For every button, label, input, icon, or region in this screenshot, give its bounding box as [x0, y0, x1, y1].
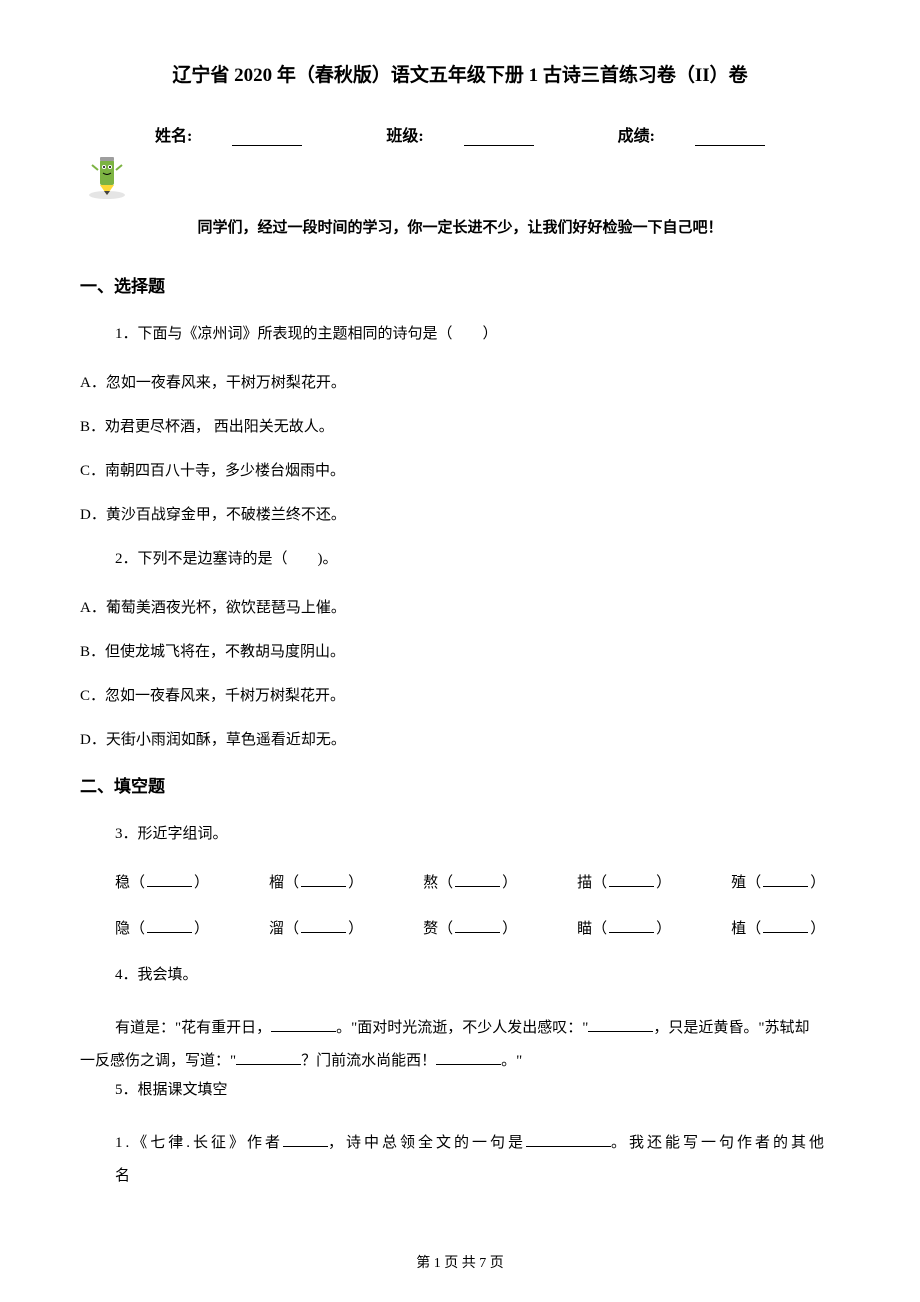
q1-option-a: A．忽如一夜春风来，干树万树梨花开。: [80, 371, 840, 395]
q3-row2: 隐（） 溜（） 赘（） 瞄（） 植（）: [115, 917, 840, 938]
q4-p4: ？门前流水尚能西！: [301, 1053, 436, 1069]
page-footer: 第 1 页 共 7 页: [0, 1252, 920, 1272]
q2-option-b: B．但使龙城飞将在，不教胡马度阴山。: [80, 640, 840, 664]
q3-row1: 稳（） 榴（） 熬（） 描（） 殖（）: [115, 871, 840, 892]
q3-r1-c2: 榴: [269, 871, 284, 892]
q2-option-c: C．忽如一夜春风来，千树万树梨花开。: [80, 684, 840, 708]
q1-prompt: 1．下面与《凉州词》所表现的主题相同的诗句是（ ）: [115, 322, 840, 346]
q2-option-d: D．天街小雨润如酥，草色遥看近却无。: [80, 728, 840, 752]
q3-prompt: 3．形近字组词。: [115, 822, 840, 846]
name-field: 姓名:: [135, 128, 322, 145]
q3-r1-c3: 熬: [423, 871, 438, 892]
q4-p2: 。"面对时光流逝，不少人发出感叹：": [336, 1020, 588, 1036]
q4-p3b: 一反感伤之调，写道：": [80, 1053, 236, 1069]
q4-text: 有道是："花有重开日， 。"面对时光流逝，不少人发出感叹：" ，只是近黄昏。"苏轼却…: [80, 1012, 840, 1078]
q4-prompt: 4．我会填。: [115, 963, 840, 987]
q5-p1: 1.《七律.长征》作者: [115, 1135, 283, 1151]
q2-prompt: 2．下列不是边塞诗的是（ )。: [115, 547, 840, 571]
score-field: 成绩:: [598, 128, 785, 145]
section-2-header: 二、填空题: [80, 772, 840, 797]
q1-option-c: C．南朝四百八十寺，多少楼台烟雨中。: [80, 459, 840, 483]
student-info-row: 姓名: 班级: 成绩:: [80, 122, 840, 146]
q3-r2-c2: 溜: [269, 917, 284, 938]
q3-r2-c5: 植: [731, 917, 746, 938]
q3-r2-c1: 隐: [115, 917, 130, 938]
q3-r1-c5: 殖: [731, 871, 746, 892]
class-field: 班级:: [366, 128, 553, 145]
q4-p1: 有道是："花有重开日，: [115, 1020, 271, 1036]
q5-text: 1.《七律.长征》作者，诗中总领全文的一句是。我还能写一句作者的其他名: [115, 1127, 840, 1193]
q2-option-a: A．葡萄美酒夜光杯，欲饮琵琶马上催。: [80, 596, 840, 620]
q4-p5: 。": [501, 1053, 522, 1069]
q3-r2-c3: 赘: [423, 917, 438, 938]
q3-r1-c1: 稳: [115, 871, 130, 892]
q1-option-d: D．黄沙百战穿金甲，不破楼兰终不还。: [80, 503, 840, 527]
q4-p3: ，只是近黄昏。"苏轼却: [653, 1020, 809, 1036]
q3-r1-c4: 描: [577, 871, 592, 892]
encouragement-text: 同学们，经过一段时间的学习，你一定长进不少，让我们好好检验一下自己吧！: [80, 216, 840, 237]
section-1-header: 一、选择题: [80, 272, 840, 297]
q5-prompt: 5．根据课文填空: [115, 1078, 840, 1102]
q1-option-b: B．劝君更尽杯酒， 西出阳关无故人。: [80, 415, 840, 439]
q3-r2-c4: 瞄: [577, 917, 592, 938]
q5-p2: ，诗中总领全文的一句是: [328, 1135, 526, 1151]
document-title: 辽宁省 2020 年（春秋版）语文五年级下册 1 古诗三首练习卷（II）卷: [80, 60, 840, 87]
pencil-character-icon: [80, 145, 135, 200]
